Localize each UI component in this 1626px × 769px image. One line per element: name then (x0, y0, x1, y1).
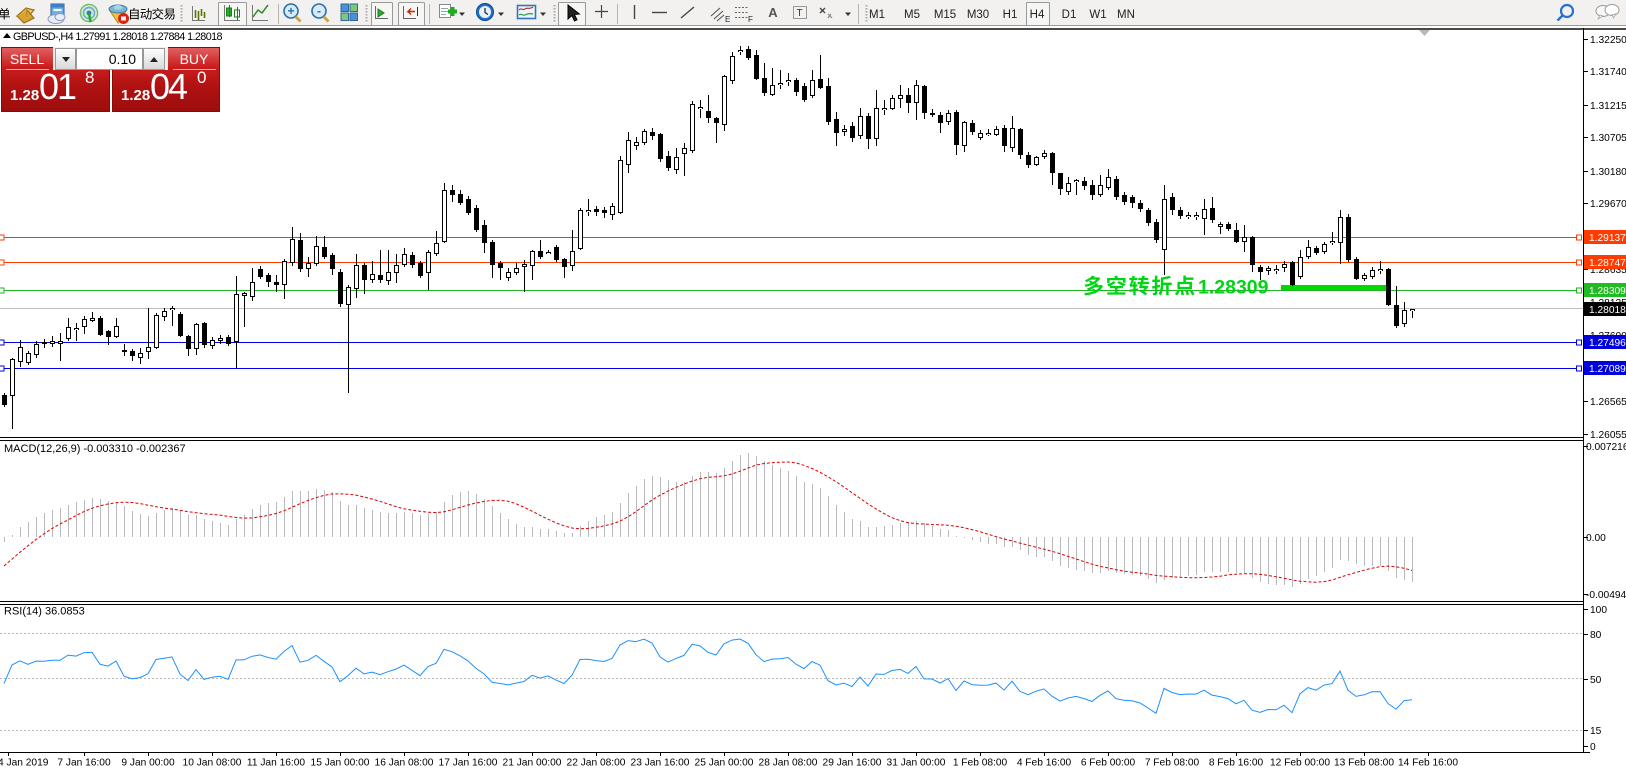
svg-text:1.32250: 1.32250 (1590, 35, 1626, 46)
svg-text:80: 80 (1590, 630, 1602, 641)
svg-text:13 Feb 08:00: 13 Feb 08:00 (1334, 758, 1394, 769)
svg-text:M15: M15 (934, 9, 956, 21)
svg-text:-: - (317, 4, 321, 18)
svg-text:1.31740: 1.31740 (1590, 67, 1626, 78)
svg-text:0: 0 (1590, 742, 1596, 753)
svg-text:D1: D1 (1062, 9, 1077, 21)
svg-text:1.28747: 1.28747 (1589, 258, 1626, 269)
svg-text:7 Feb 08:00: 7 Feb 08:00 (1145, 758, 1200, 769)
svg-text:MN: MN (1117, 9, 1135, 21)
svg-text:22 Jan 08:00: 22 Jan 08:00 (567, 758, 626, 769)
svg-text:M1: M1 (869, 9, 885, 21)
svg-text:12 Feb 00:00: 12 Feb 00:00 (1270, 758, 1330, 769)
svg-text:A: A (768, 5, 778, 20)
svg-text:+: + (287, 4, 294, 18)
svg-text:1.28309: 1.28309 (1589, 286, 1626, 297)
svg-text:4 Feb 16:00: 4 Feb 16:00 (1017, 758, 1072, 769)
svg-text:MACD(12,26,9) -0.003310 -0.002: MACD(12,26,9) -0.003310 -0.002367 (4, 443, 186, 455)
svg-text:25 Jan 00:00: 25 Jan 00:00 (695, 758, 754, 769)
svg-text:RSI(14) 36.0853: RSI(14) 36.0853 (4, 606, 85, 618)
svg-text:16 Jan 08:00: 16 Jan 08:00 (375, 758, 434, 769)
svg-text:15: 15 (1590, 726, 1602, 737)
svg-text:28 Jan 08:00: 28 Jan 08:00 (759, 758, 818, 769)
svg-text:29 Jan 16:00: 29 Jan 16:00 (823, 758, 882, 769)
svg-text:1.30705: 1.30705 (1590, 133, 1626, 144)
svg-text:8 Feb 16:00: 8 Feb 16:00 (1209, 758, 1264, 769)
svg-text:H4: H4 (1030, 9, 1045, 21)
svg-text:23 Jan 16:00: 23 Jan 16:00 (631, 758, 690, 769)
svg-text:15 Jan 00:00: 15 Jan 00:00 (311, 758, 370, 769)
svg-text:E: E (725, 15, 730, 24)
svg-text:H1: H1 (1003, 9, 1018, 21)
svg-text:17 Jan 16:00: 17 Jan 16:00 (439, 758, 498, 769)
svg-text:14 Feb 16:00: 14 Feb 16:00 (1398, 758, 1458, 769)
svg-text:F: F (748, 15, 753, 24)
svg-text:10 Jan 08:00: 10 Jan 08:00 (183, 758, 242, 769)
svg-text:0.00: 0.00 (1586, 533, 1606, 544)
svg-text:1.29670: 1.29670 (1590, 199, 1626, 210)
svg-text:1.26565: 1.26565 (1590, 397, 1626, 408)
svg-text:1.28018: 1.28018 (1589, 305, 1626, 316)
svg-text:0.007216: 0.007216 (1586, 442, 1626, 453)
svg-text:M30: M30 (967, 9, 989, 21)
svg-text:1.31215: 1.31215 (1590, 101, 1626, 112)
svg-text:1.27089: 1.27089 (1589, 364, 1626, 375)
svg-text:50: 50 (1590, 675, 1602, 686)
svg-text:9 Jan 00:00: 9 Jan 00:00 (121, 758, 175, 769)
svg-text:100: 100 (1590, 605, 1607, 616)
svg-text:1 Feb 08:00: 1 Feb 08:00 (953, 758, 1008, 769)
svg-text:4 Jan 2019: 4 Jan 2019 (0, 758, 49, 769)
svg-text:1.29137: 1.29137 (1589, 233, 1626, 244)
svg-text:7 Jan 16:00: 7 Jan 16:00 (57, 758, 111, 769)
svg-text:W1: W1 (1089, 9, 1106, 21)
svg-text:T: T (796, 8, 802, 19)
svg-text:M5: M5 (904, 9, 920, 21)
svg-text:11 Jan 16:00: 11 Jan 16:00 (247, 758, 305, 769)
svg-text:21 Jan 00:00: 21 Jan 00:00 (503, 758, 562, 769)
svg-text:1.26055: 1.26055 (1590, 430, 1626, 441)
svg-text:31 Jan 00:00: 31 Jan 00:00 (887, 758, 946, 769)
svg-text:1.28635: 1.28635 (1590, 265, 1626, 276)
svg-text:1.28309: 1.28309 (1198, 277, 1269, 299)
svg-text:1.27496: 1.27496 (1589, 338, 1626, 349)
svg-text:6 Feb 00:00: 6 Feb 00:00 (1081, 758, 1136, 769)
svg-text:1.30180: 1.30180 (1590, 167, 1626, 178)
svg-text:GBPUSD-,H4 1.27991 1.28018 1.: GBPUSD-,H4 1.27991 1.28018 1.27884 1.280… (13, 31, 223, 43)
